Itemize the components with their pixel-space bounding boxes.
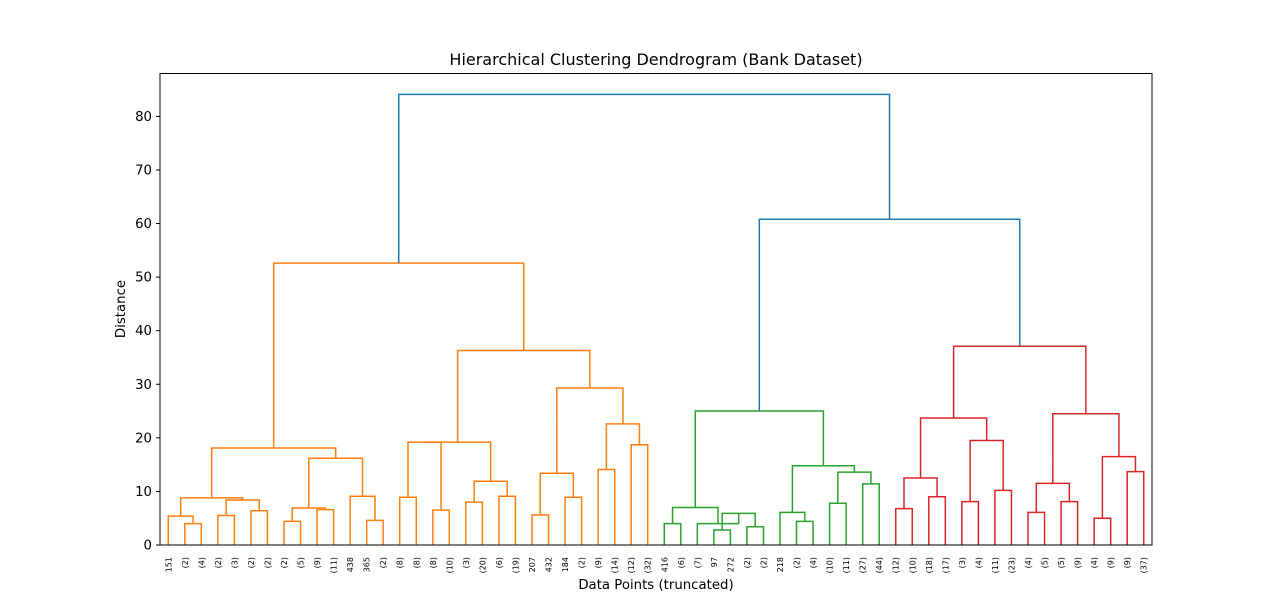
leaf-label: (4)	[974, 557, 983, 568]
leaf-label: 438	[346, 557, 355, 572]
leaf-label: (8)	[412, 557, 421, 568]
leaf-label: (8)	[396, 557, 405, 568]
leaf-label: (17)	[941, 557, 950, 573]
leaf-label: (11)	[842, 557, 851, 573]
leaf-label: (6)	[677, 557, 686, 568]
leaf-label: (2)	[280, 557, 289, 568]
leaf-label: 97	[710, 557, 719, 567]
leaf-label: (4)	[809, 557, 818, 568]
dendrogram-link	[424, 441, 492, 482]
y-tick-label: 40	[135, 324, 152, 339]
leaf-label: (10)	[908, 557, 917, 573]
y-tick-label: 10	[135, 485, 152, 500]
y-tick-label: 20	[135, 431, 152, 446]
leaf-label: (12)	[892, 557, 901, 573]
leaf-label: 184	[561, 557, 570, 572]
leaf-label: (2)	[379, 557, 388, 568]
leaf-label: (7)	[693, 557, 702, 568]
leaf-label: (2)	[181, 557, 190, 568]
leaf-label: (2)	[214, 557, 223, 568]
y-tick-label: 30	[135, 378, 152, 393]
plot-frame	[159, 73, 1153, 546]
leaf-label: 432	[545, 557, 554, 572]
leaf-label: (44)	[875, 557, 884, 573]
leaf-label: (12)	[627, 557, 636, 573]
leaf-label: (18)	[925, 557, 934, 573]
leaf-label: (10)	[826, 557, 835, 573]
leaf-label: (2)	[247, 557, 256, 568]
leaf-label: 416	[660, 557, 669, 572]
leaf-label: (4)	[197, 557, 206, 568]
leaf-label: (3)	[958, 557, 967, 568]
leaf-label: 207	[528, 557, 537, 572]
leaf-label: (2)	[743, 557, 752, 568]
leaf-label: 365	[363, 557, 372, 572]
leaf-label: (23)	[1007, 557, 1016, 573]
chart-title: Hierarchical Clustering Dendrogram (Bank…	[449, 50, 862, 69]
leaf-label: (14)	[611, 557, 620, 573]
leaf-label: (2)	[263, 557, 272, 568]
leaf-label: (6)	[495, 557, 504, 568]
leaf-label: (5)	[297, 557, 306, 568]
leaf-label: (9)	[1074, 557, 1083, 568]
leaf-label: (5)	[1057, 557, 1066, 568]
leaf-label: (10)	[445, 557, 454, 573]
leaf-label: 151	[164, 557, 173, 572]
leaf-label: (5)	[1041, 557, 1050, 568]
leaf-label: 218	[776, 557, 785, 572]
leaf-label: (27)	[859, 557, 868, 573]
y-axis-label: Distance	[114, 280, 129, 338]
leaf-label: (9)	[1107, 557, 1116, 568]
leaf-label: (20)	[478, 557, 487, 573]
leaf-label: (4)	[1090, 557, 1099, 568]
leaf-labels: 151 (2) (4) (2) (3) (2) (2) (2) (5) (9) (11) 438 365…	[164, 557, 1148, 573]
leaf-label: (9)	[313, 557, 322, 568]
leaf-label: 272	[726, 557, 735, 572]
dendrogram-links	[167, 93, 1145, 545]
x-axis-label: Data Points (truncated)	[578, 578, 733, 593]
leaf-label: (9)	[594, 557, 603, 568]
leaf-label: (32)	[644, 557, 653, 573]
y-tick-label: 80	[135, 110, 152, 125]
leaf-label: (8)	[429, 557, 438, 568]
leaf-label: (9)	[1123, 557, 1132, 568]
leaf-label: (19)	[511, 557, 520, 573]
leaf-label: (2)	[578, 557, 587, 568]
leaf-label: (11)	[330, 557, 339, 573]
dendrogram-link	[397, 93, 891, 264]
leaf-label: (4)	[1024, 557, 1033, 568]
y-tick-label: 50	[135, 271, 152, 286]
leaf-label: (37)	[1140, 557, 1149, 573]
y-axis: 0 10 20 30 40 50 60 70 80	[135, 110, 160, 554]
y-tick-label: 0	[144, 539, 152, 554]
leaf-label: (2)	[793, 557, 802, 568]
y-tick-label: 60	[135, 217, 152, 232]
leaf-label: (3)	[230, 557, 239, 568]
y-tick-label: 70	[135, 163, 152, 178]
leaf-label: (11)	[991, 557, 1000, 573]
leaf-label: (2)	[759, 557, 768, 568]
leaf-label: (3)	[462, 557, 471, 568]
